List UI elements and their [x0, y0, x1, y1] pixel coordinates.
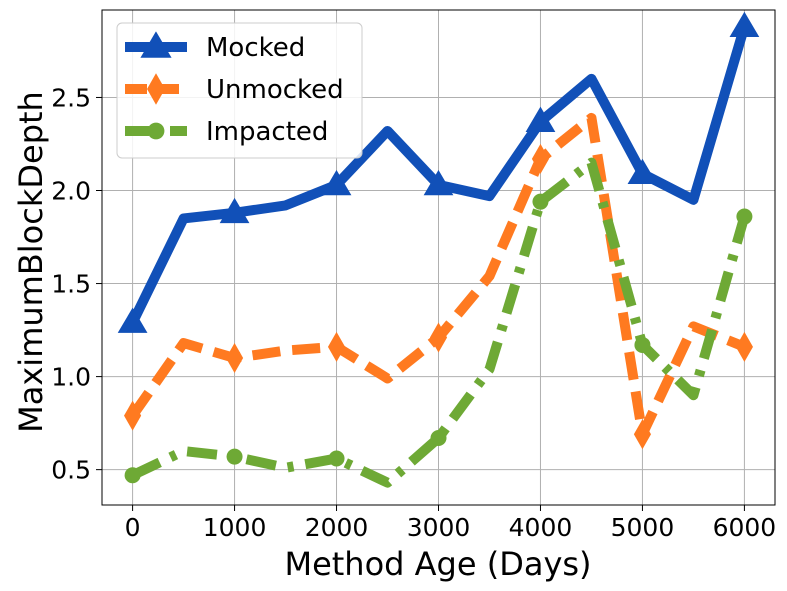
data-point — [429, 322, 448, 353]
data-point — [532, 193, 549, 210]
legend-label: Unmocked — [206, 75, 344, 105]
legend-marker — [140, 31, 172, 58]
data-point — [124, 400, 142, 431]
x-tick-label: 6000 — [713, 513, 777, 542]
x-tick-label: 1000 — [203, 513, 267, 542]
y-tick-label: 1.5 — [51, 270, 91, 299]
data-point — [430, 430, 447, 447]
data-point — [124, 467, 141, 484]
data-point — [327, 331, 346, 362]
data-point — [735, 331, 753, 362]
legend: Mocked Unmocked Impacted — [116, 22, 363, 159]
data-point — [531, 143, 550, 174]
y-axis-ticks: 0.5 1.0 1.5 2.0 2.5 — [51, 83, 102, 485]
series-mocked — [117, 11, 760, 333]
data-point — [117, 307, 148, 333]
x-tick-label: 0 — [125, 513, 141, 542]
data-point — [328, 450, 345, 467]
data-point — [634, 336, 651, 353]
y-axis-label: MaximumBlockDepth — [12, 91, 50, 433]
data-point — [219, 197, 250, 224]
data-point — [736, 208, 753, 225]
legend-label: Mocked — [206, 33, 305, 63]
y-tick-label: 1.0 — [51, 363, 91, 392]
data-point — [321, 169, 352, 196]
x-axis-label: Method Age (Days) — [284, 545, 591, 583]
y-tick-label: 0.5 — [51, 456, 91, 485]
x-tick-label: 5000 — [611, 513, 675, 542]
series-unmocked — [124, 112, 753, 450]
y-tick-label: 2.5 — [51, 83, 91, 112]
x-tick-label: 4000 — [509, 513, 573, 542]
data-point — [633, 419, 652, 450]
data-point — [225, 342, 244, 373]
data-point — [423, 169, 454, 196]
x-tick-label: 3000 — [407, 513, 471, 542]
x-tick-label: 2000 — [305, 513, 369, 542]
plot-area — [117, 11, 760, 488]
legend-label: Impacted — [206, 117, 328, 147]
data-point — [627, 158, 658, 185]
legend-marker — [147, 122, 165, 140]
data-point — [226, 448, 243, 465]
y-tick-label: 2.0 — [51, 177, 91, 206]
series-layer — [117, 11, 760, 488]
legend-marker — [147, 73, 165, 105]
data-point — [525, 106, 556, 132]
data-point — [729, 11, 760, 38]
x-axis-ticks: 0 1000 2000 3000 4000 5000 6000 — [125, 505, 777, 542]
series-impacted — [124, 157, 753, 488]
legend-box — [116, 22, 363, 159]
